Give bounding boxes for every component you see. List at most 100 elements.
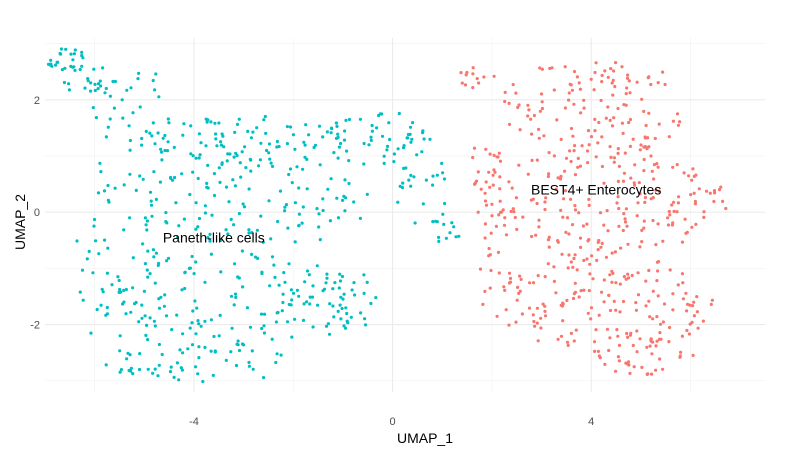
point-best4-enterocytes (590, 254, 594, 258)
point-best4-enterocytes (678, 355, 682, 359)
point-best4-enterocytes (561, 319, 565, 323)
point-paneth-like-cells (142, 289, 146, 293)
grid-major (45, 38, 765, 392)
point-best4-enterocytes (650, 169, 654, 173)
point-paneth-like-cells (121, 116, 125, 120)
point-best4-enterocytes (666, 223, 671, 227)
point-paneth-like-cells (268, 284, 272, 288)
point-paneth-like-cells (156, 263, 160, 267)
point-best4-enterocytes (624, 277, 628, 281)
point-paneth-like-cells (308, 295, 312, 299)
point-best4-enterocytes (498, 199, 502, 203)
point-paneth-like-cells (106, 125, 110, 129)
point-paneth-like-cells (201, 379, 205, 384)
point-best4-enterocytes (636, 271, 640, 275)
point-best4-enterocytes (680, 334, 685, 338)
point-paneth-like-cells (285, 320, 290, 324)
point-best4-enterocytes (603, 69, 607, 73)
point-paneth-like-cells (141, 242, 145, 246)
point-best4-enterocytes (569, 83, 573, 87)
point-paneth-like-cells (102, 189, 107, 193)
point-best4-enterocytes (598, 211, 603, 215)
point-paneth-like-cells (387, 121, 391, 125)
point-paneth-like-cells (229, 294, 234, 298)
point-best4-enterocytes (565, 216, 570, 220)
point-best4-enterocytes (631, 343, 635, 348)
point-best4-enterocytes (473, 182, 477, 186)
point-paneth-like-cells (124, 287, 128, 292)
point-paneth-like-cells (385, 144, 390, 148)
point-paneth-like-cells (385, 148, 389, 152)
point-best4-enterocytes (554, 187, 558, 191)
point-paneth-like-cells (119, 368, 123, 372)
point-paneth-like-cells (260, 326, 264, 331)
point-best4-enterocytes (594, 61, 598, 65)
point-best4-enterocytes (628, 144, 633, 148)
point-paneth-like-cells (189, 124, 193, 128)
point-best4-enterocytes (570, 88, 575, 92)
point-paneth-like-cells (244, 166, 248, 170)
point-paneth-like-cells (260, 271, 264, 276)
point-best4-enterocytes (645, 147, 649, 151)
point-best4-enterocytes (573, 281, 577, 285)
point-paneth-like-cells (303, 280, 307, 284)
point-paneth-like-cells (154, 197, 158, 201)
point-best4-enterocytes (631, 137, 635, 141)
point-best4-enterocytes (649, 338, 653, 342)
point-best4-enterocytes (702, 210, 706, 214)
point-best4-enterocytes (477, 81, 481, 85)
point-paneth-like-cells (406, 132, 410, 137)
point-best4-enterocytes (585, 149, 590, 153)
point-paneth-like-cells (80, 268, 85, 272)
y-tick-label: 2 (34, 95, 40, 107)
point-paneth-like-cells (217, 121, 221, 125)
point-best4-enterocytes (616, 106, 620, 111)
point-best4-enterocytes (636, 293, 641, 297)
point-paneth-like-cells (160, 158, 164, 162)
point-best4-enterocytes (657, 189, 661, 193)
point-paneth-like-cells (295, 165, 299, 169)
point-paneth-like-cells (343, 129, 347, 133)
point-best4-enterocytes (671, 221, 675, 225)
point-best4-enterocytes (646, 372, 650, 376)
point-best4-enterocytes (497, 151, 501, 155)
point-paneth-like-cells (209, 252, 213, 256)
point-best4-enterocytes (535, 321, 539, 325)
point-paneth-like-cells (283, 209, 287, 213)
point-best4-enterocytes (680, 240, 685, 244)
point-paneth-like-cells (215, 144, 219, 148)
point-best4-enterocytes (498, 187, 502, 191)
point-paneth-like-cells (199, 141, 203, 145)
point-paneth-like-cells (435, 173, 439, 177)
point-best4-enterocytes (547, 151, 551, 155)
point-best4-enterocytes (691, 353, 695, 357)
point-paneth-like-cells (164, 314, 169, 318)
point-paneth-like-cells (172, 375, 176, 379)
point-best4-enterocytes (476, 210, 480, 214)
point-best4-enterocytes (492, 153, 496, 157)
point-best4-enterocytes (676, 283, 680, 287)
point-best4-enterocytes (593, 349, 597, 353)
point-paneth-like-cells (154, 72, 158, 76)
point-paneth-like-cells (89, 89, 93, 93)
point-paneth-like-cells (412, 175, 416, 179)
point-best4-enterocytes (591, 277, 595, 281)
point-best4-enterocytes (646, 136, 650, 140)
point-best4-enterocytes (647, 75, 651, 79)
point-best4-enterocytes (488, 253, 492, 257)
point-best4-enterocytes (647, 268, 651, 273)
point-paneth-like-cells (138, 105, 142, 109)
point-paneth-like-cells (380, 112, 384, 116)
point-best4-enterocytes (597, 354, 602, 358)
point-best4-enterocytes (685, 309, 689, 313)
point-paneth-like-cells (196, 176, 200, 181)
point-best4-enterocytes (655, 339, 659, 343)
point-best4-enterocytes (623, 217, 627, 221)
point-paneth-like-cells (177, 224, 181, 228)
point-best4-enterocytes (514, 196, 519, 200)
point-paneth-like-cells (269, 161, 273, 165)
point-paneth-like-cells (62, 80, 66, 85)
point-best4-enterocytes (587, 289, 591, 293)
point-paneth-like-cells (415, 153, 419, 157)
point-best4-enterocytes (614, 369, 618, 373)
